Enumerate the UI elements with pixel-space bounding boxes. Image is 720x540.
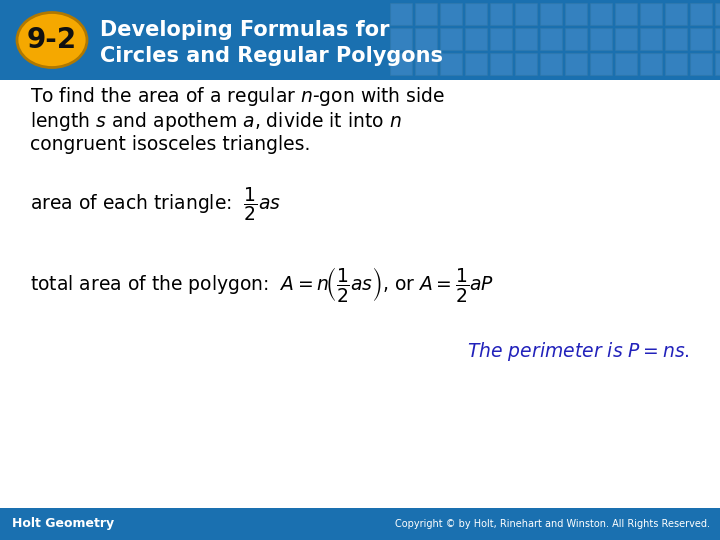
Bar bbox=[715, 28, 720, 50]
Bar bbox=[515, 3, 537, 25]
Text: Developing Formulas for: Developing Formulas for bbox=[100, 20, 390, 40]
Bar bbox=[540, 53, 562, 75]
Bar bbox=[665, 53, 687, 75]
Bar bbox=[0, 0, 720, 80]
Text: To find the area of a regular $n$-gon with side: To find the area of a regular $n$-gon wi… bbox=[30, 85, 445, 108]
Bar bbox=[640, 28, 662, 50]
Bar bbox=[490, 28, 512, 50]
Bar bbox=[690, 28, 712, 50]
Bar bbox=[565, 3, 587, 25]
Ellipse shape bbox=[17, 12, 87, 68]
Bar bbox=[390, 3, 412, 25]
Bar bbox=[715, 3, 720, 25]
Text: Holt Geometry: Holt Geometry bbox=[12, 517, 114, 530]
Bar bbox=[465, 3, 487, 25]
Bar bbox=[665, 3, 687, 25]
Bar bbox=[490, 3, 512, 25]
Bar bbox=[440, 3, 462, 25]
Text: Copyright © by Holt, Rinehart and Winston. All Rights Reserved.: Copyright © by Holt, Rinehart and Winsto… bbox=[395, 519, 710, 529]
Bar bbox=[390, 53, 412, 75]
Bar bbox=[590, 53, 612, 75]
Bar bbox=[565, 28, 587, 50]
Bar bbox=[565, 53, 587, 75]
Bar bbox=[415, 53, 437, 75]
Bar bbox=[465, 28, 487, 50]
Text: 9-2: 9-2 bbox=[27, 26, 77, 54]
Bar bbox=[640, 53, 662, 75]
Bar bbox=[640, 3, 662, 25]
Bar bbox=[440, 28, 462, 50]
Text: length $s$ and apothem $a$, divide it into $n$: length $s$ and apothem $a$, divide it in… bbox=[30, 110, 402, 133]
Bar bbox=[440, 53, 462, 75]
Bar bbox=[515, 28, 537, 50]
Bar bbox=[465, 53, 487, 75]
Bar bbox=[690, 53, 712, 75]
Bar bbox=[715, 53, 720, 75]
Text: $\mathit{The\ perimeter\ is\ P = ns.}$: $\mathit{The\ perimeter\ is\ P = ns.}$ bbox=[467, 340, 690, 363]
Text: Circles and Regular Polygons: Circles and Regular Polygons bbox=[100, 46, 443, 66]
Bar bbox=[590, 3, 612, 25]
Bar bbox=[615, 53, 637, 75]
Text: congruent isosceles triangles.: congruent isosceles triangles. bbox=[30, 135, 310, 154]
Text: area of each triangle:  $\dfrac{1}{2}as$: area of each triangle: $\dfrac{1}{2}as$ bbox=[30, 185, 281, 223]
Bar bbox=[415, 3, 437, 25]
Bar bbox=[590, 28, 612, 50]
Bar bbox=[615, 28, 637, 50]
Bar bbox=[665, 28, 687, 50]
Bar bbox=[390, 28, 412, 50]
Bar bbox=[490, 53, 512, 75]
Bar bbox=[0, 508, 720, 540]
Bar bbox=[415, 28, 437, 50]
Bar bbox=[540, 3, 562, 25]
Bar bbox=[690, 3, 712, 25]
Bar bbox=[540, 28, 562, 50]
Bar bbox=[515, 53, 537, 75]
Bar bbox=[615, 3, 637, 25]
Text: total area of the polygon:  $A = n\!\left(\dfrac{1}{2}as\right)$, or $A = \dfrac: total area of the polygon: $A = n\!\left… bbox=[30, 265, 494, 304]
